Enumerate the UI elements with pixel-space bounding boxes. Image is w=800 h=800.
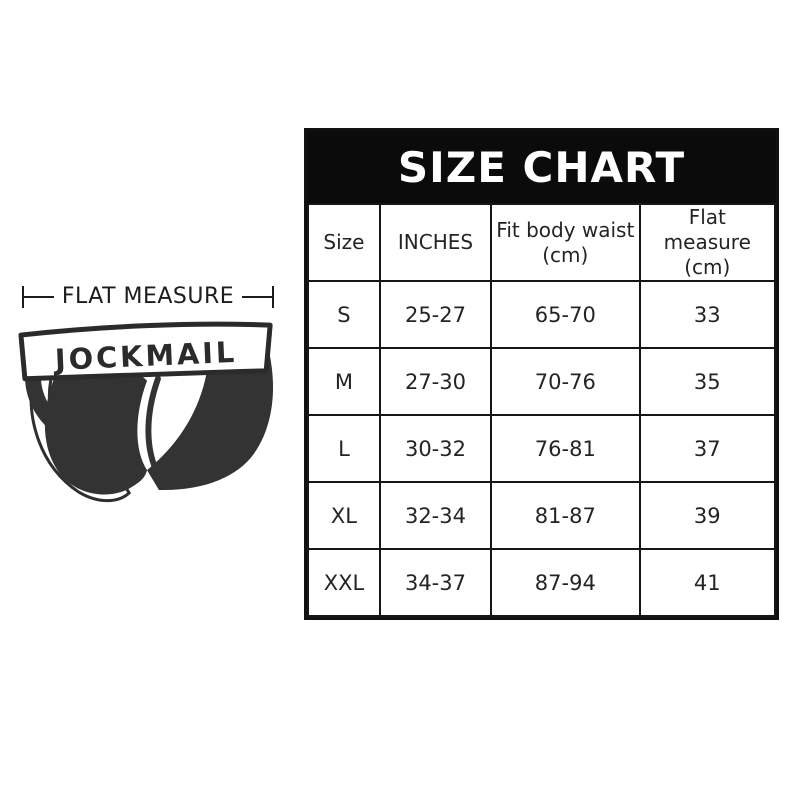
cell-inches: 32-34 (378, 481, 493, 550)
flat-measure-label: FLAT MEASURE (61, 284, 235, 309)
cell-inches: 34-37 (378, 548, 493, 617)
size-chart-title: SIZE CHART (307, 131, 776, 203)
cell-size: L (307, 414, 381, 483)
cell-flat-measure: 39 (638, 481, 777, 550)
flat-measure-annotation: FLAT MEASURE (22, 284, 274, 310)
measure-endpoint-right-icon (242, 286, 274, 308)
measure-endpoint-left-icon (22, 286, 54, 308)
cell-flat-measure: 37 (638, 414, 777, 483)
col-header-inches: INCHES (378, 203, 493, 282)
pouch-shape (44, 366, 148, 495)
cell-size: S (307, 280, 381, 349)
col-header-fit-body-waist: Fit body waist (cm) (490, 203, 641, 282)
waistband-brand-text: JOCKMAIL (52, 335, 238, 377)
table-row: M 27-30 70-76 35 (307, 347, 777, 416)
col-header-flat-measure: Flat measure (cm) (638, 203, 777, 282)
cell-fit-body-waist: 76-81 (490, 414, 641, 483)
cell-flat-measure: 35 (638, 347, 777, 416)
cell-size: M (307, 347, 381, 416)
cell-fit-body-waist: 65-70 (490, 280, 641, 349)
cell-fit-body-waist: 70-76 (490, 347, 641, 416)
table-row: S 25-27 65-70 33 (307, 280, 777, 349)
right-strap-shape (147, 351, 274, 490)
cell-fit-body-waist: 81-87 (490, 481, 641, 550)
size-table: Size INCHES Fit body waist (cm) Flat mea… (307, 203, 777, 617)
cell-inches: 25-27 (378, 280, 493, 349)
cell-inches: 27-30 (378, 347, 493, 416)
table-header-row: Size INCHES Fit body waist (cm) Flat mea… (307, 203, 777, 282)
table-row: XXL 34-37 87-94 41 (307, 548, 777, 617)
col-header-size: Size (307, 203, 381, 282)
cell-inches: 30-32 (378, 414, 493, 483)
cell-flat-measure: 41 (638, 548, 777, 617)
cell-size: XL (307, 481, 381, 550)
cell-flat-measure: 33 (638, 280, 777, 349)
table-row: L 30-32 76-81 37 (307, 414, 777, 483)
cell-fit-body-waist: 87-94 (490, 548, 641, 617)
waistband-shape (18, 321, 273, 382)
table-row: XL 32-34 81-87 39 (307, 481, 777, 550)
cell-size: XXL (307, 548, 381, 617)
size-chart-table: SIZE CHART Size INCHES Fit body waist (c… (304, 128, 779, 620)
jockstrap-illustration: JOCKMAIL (18, 321, 274, 503)
